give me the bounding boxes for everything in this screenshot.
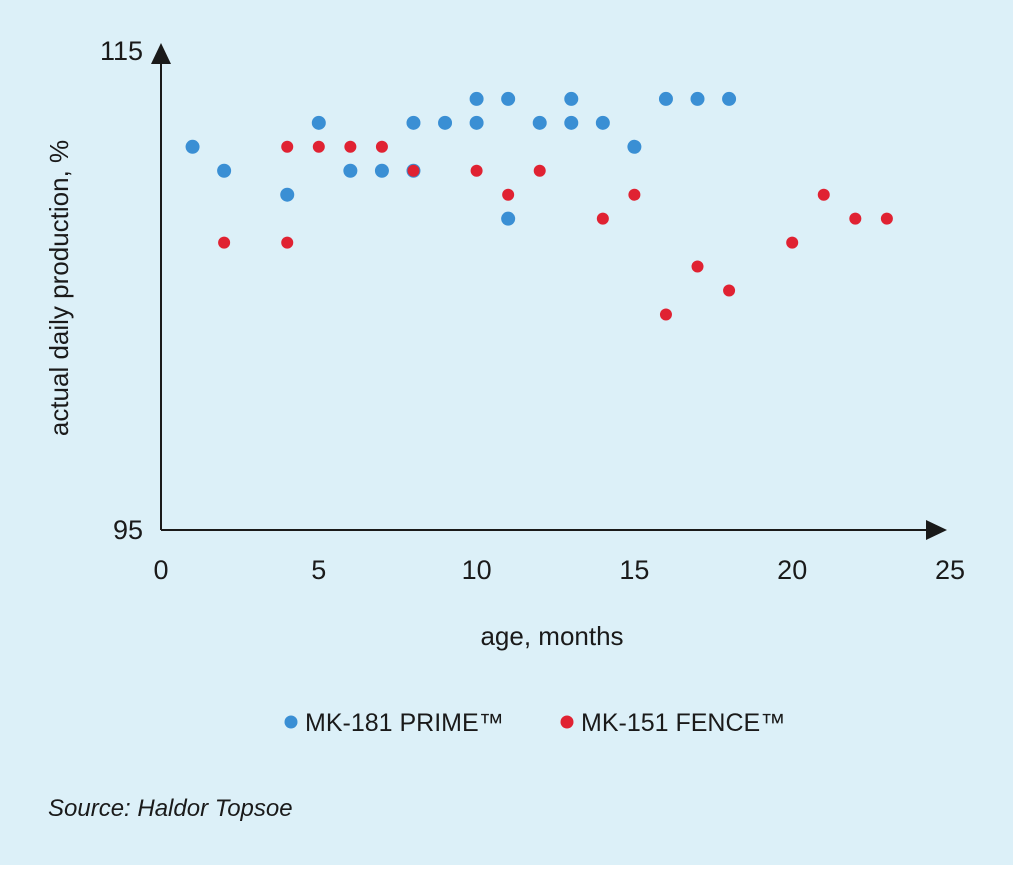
data-point-mk151 xyxy=(723,284,736,297)
data-point-mk151 xyxy=(375,140,388,153)
data-point-mk151 xyxy=(502,188,515,201)
x-tick-label: 0 xyxy=(153,555,168,585)
data-point-mk181 xyxy=(722,91,737,106)
data-point-mk181 xyxy=(532,115,547,130)
source-note: Source: Haldor Topsoe xyxy=(48,795,293,822)
data-points xyxy=(185,91,893,321)
data-point-mk181 xyxy=(280,187,295,202)
data-point-mk181 xyxy=(438,115,453,130)
axes xyxy=(151,43,947,540)
data-point-mk151 xyxy=(849,212,862,225)
y-tick-label: 95 xyxy=(113,515,143,545)
x-tick-label: 15 xyxy=(619,555,649,585)
data-point-mk181 xyxy=(627,139,642,154)
legend-item-mk151: MK-151 FENCE™ xyxy=(560,709,785,737)
data-point-mk151 xyxy=(281,140,294,153)
data-point-mk151 xyxy=(628,188,641,201)
data-point-mk181 xyxy=(374,163,389,178)
data-point-mk151 xyxy=(817,188,830,201)
data-point-mk151 xyxy=(344,140,357,153)
data-point-mk181 xyxy=(595,115,610,130)
legend: MK-181 PRIME™ MK-151 FENCE™ xyxy=(284,709,785,737)
y-axis-arrow xyxy=(151,43,171,64)
data-point-mk151 xyxy=(659,308,672,321)
data-point-mk151 xyxy=(218,236,231,249)
data-point-mk151 xyxy=(786,236,799,249)
data-point-mk151 xyxy=(880,212,893,225)
x-axis-arrow xyxy=(926,520,947,540)
data-point-mk151 xyxy=(407,164,420,177)
data-point-mk181 xyxy=(469,91,484,106)
x-tick-label: 10 xyxy=(462,555,492,585)
data-point-mk151 xyxy=(691,260,704,273)
data-point-mk181 xyxy=(343,163,358,178)
data-point-mk181 xyxy=(564,115,579,130)
data-point-mk151 xyxy=(596,212,609,225)
y-tick-label: 115 xyxy=(100,36,143,66)
data-point-mk181 xyxy=(311,115,326,130)
y-axis-label: actual daily production, % xyxy=(44,140,74,436)
data-point-mk151 xyxy=(312,140,325,153)
x-axis-label: age, months xyxy=(480,621,623,651)
legend-item-mk181: MK-181 PRIME™ xyxy=(284,709,504,737)
legend-marker-mk181 xyxy=(284,715,298,729)
data-point-mk181 xyxy=(564,91,579,106)
data-point-mk181 xyxy=(185,139,200,154)
data-point-mk151 xyxy=(470,164,483,177)
x-tick-label: 5 xyxy=(311,555,326,585)
y-tick-labels: 95 115 xyxy=(100,36,143,545)
legend-marker-mk151 xyxy=(560,715,574,729)
x-tick-label: 20 xyxy=(777,555,807,585)
data-point-mk181 xyxy=(469,115,484,130)
x-tick-label: 25 xyxy=(935,555,965,585)
data-point-mk181 xyxy=(658,91,673,106)
data-point-mk181 xyxy=(217,163,232,178)
data-point-mk181 xyxy=(406,115,421,130)
data-point-mk181 xyxy=(501,211,516,226)
x-tick-labels: 0 5 10 15 20 25 xyxy=(153,555,965,585)
legend-label-mk151: MK-151 FENCE™ xyxy=(581,709,785,737)
data-point-mk151 xyxy=(281,236,294,249)
data-point-mk181 xyxy=(690,91,705,106)
legend-label-mk181: MK-181 PRIME™ xyxy=(305,709,504,737)
data-point-mk151 xyxy=(533,164,546,177)
data-point-mk181 xyxy=(501,91,516,106)
